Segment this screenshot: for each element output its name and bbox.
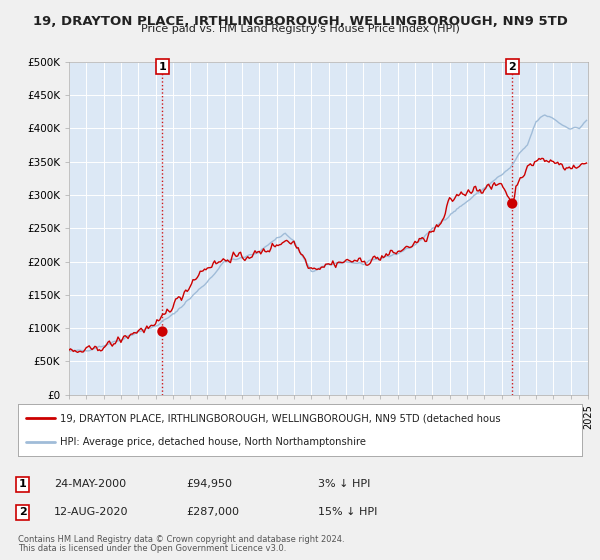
Point [158,327,167,336]
Text: This data is licensed under the Open Government Licence v3.0.: This data is licensed under the Open Gov… [18,544,286,553]
Text: £94,950: £94,950 [186,479,232,489]
Text: HPI: Average price, detached house, North Northamptonshire: HPI: Average price, detached house, Nort… [60,437,366,447]
Text: 2: 2 [19,507,26,517]
Text: 24-MAY-2000: 24-MAY-2000 [54,479,126,489]
Point [508,199,517,208]
Text: 19, DRAYTON PLACE, IRTHLINGBOROUGH, WELLINGBOROUGH, NN9 5TD (detached hous: 19, DRAYTON PLACE, IRTHLINGBOROUGH, WELL… [60,413,501,423]
Text: 3% ↓ HPI: 3% ↓ HPI [318,479,370,489]
Text: £287,000: £287,000 [186,507,239,517]
Text: 1: 1 [158,62,166,72]
Text: 15% ↓ HPI: 15% ↓ HPI [318,507,377,517]
Text: 2: 2 [508,62,516,72]
Text: Contains HM Land Registry data © Crown copyright and database right 2024.: Contains HM Land Registry data © Crown c… [18,535,344,544]
Text: Price paid vs. HM Land Registry's House Price Index (HPI): Price paid vs. HM Land Registry's House … [140,24,460,34]
Text: 19, DRAYTON PLACE, IRTHLINGBOROUGH, WELLINGBOROUGH, NN9 5TD: 19, DRAYTON PLACE, IRTHLINGBOROUGH, WELL… [32,15,568,27]
Text: 1: 1 [19,479,26,489]
Text: 12-AUG-2020: 12-AUG-2020 [54,507,128,517]
